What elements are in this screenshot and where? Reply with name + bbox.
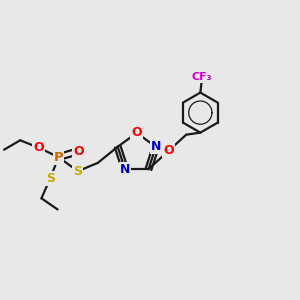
Text: O: O bbox=[33, 141, 44, 154]
Text: P: P bbox=[54, 151, 63, 164]
Text: S: S bbox=[73, 165, 82, 178]
Text: O: O bbox=[163, 144, 174, 158]
Text: N: N bbox=[151, 140, 161, 153]
Text: O: O bbox=[73, 145, 84, 158]
Text: CF₃: CF₃ bbox=[192, 72, 212, 82]
Text: O: O bbox=[131, 126, 142, 140]
Text: S: S bbox=[46, 172, 55, 185]
Text: N: N bbox=[120, 163, 130, 176]
